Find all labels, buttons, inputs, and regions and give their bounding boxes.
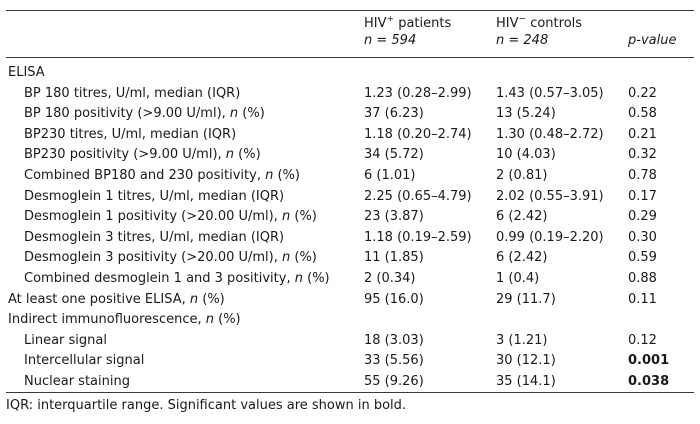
p-value: 0.11 <box>628 291 657 307</box>
top-rule <box>6 10 694 11</box>
hiv-positive-value: 55 (9.26) <box>364 374 424 389</box>
hiv-negative-value: 2.02 (0.55–3.91) <box>496 188 604 204</box>
row-label: Desmoglein 3 titres, U/ml, median (IQR) <box>24 229 285 245</box>
hiv-positive-value: 34 (5.72) <box>364 147 424 163</box>
p-value: 0.001 <box>628 353 670 369</box>
bottom-rule <box>6 392 694 393</box>
table-row: BP230 titres, U/ml, median (IQR) 1.18 (0.… <box>6 125 694 145</box>
row-label: BP230 positivity (>9.00 U/ml), n (%) <box>24 147 261 163</box>
hiv-positive-value: 2 (0.34) <box>364 271 416 286</box>
table-row: Desmoglein 1 positivity (>20.00 U/ml), n… <box>6 207 694 227</box>
p-value: 0.59 <box>628 250 657 266</box>
table-row: Intercellular signal 33 (5.56) 30 (12.1) 0.… <box>6 351 694 371</box>
row-label: Desmoglein 1 positivity (>20.00 U/ml), n… <box>24 209 317 225</box>
table-row: At least one positive ELISA, n (%) 95 (16… <box>6 290 694 310</box>
header-rule <box>6 57 694 58</box>
row-label: BP 180 positivity (>9.00 U/ml), n (%) <box>24 106 265 122</box>
hiv-negative-value: 6 (2.42) <box>496 250 548 266</box>
row-label: Desmoglein 1 titres, U/ml, median (IQR) <box>24 188 285 204</box>
row-label: BP230 titres, U/ml, median (IQR) <box>24 126 237 142</box>
pvalue-label: p-value <box>628 33 677 48</box>
hiv-negative-value: 1.30 (0.48–2.72) <box>496 126 604 142</box>
row-label: Indirect immunofluorescence, n (%) <box>8 312 241 328</box>
table-row: BP 180 positivity (>9.00 U/ml), n (%) 37 … <box>6 104 694 124</box>
hiv-positive-value: 1.18 (0.20–2.74) <box>364 126 472 142</box>
hiv-positive-value: 95 (16.0) <box>364 291 424 307</box>
hiv-negative-value: 30 (12.1) <box>496 353 556 369</box>
hiv-negative-value: 13 (5.24) <box>496 106 556 122</box>
table-row: BP230 positivity (>9.00 U/ml), n (%) 34 (… <box>6 145 694 165</box>
hiv-neg-label: HIV <box>496 16 519 31</box>
table-row: BP 180 titres, U/ml, median (IQR) 1.23 (0… <box>6 84 694 104</box>
table-row: Desmoglein 1 titres, U/ml, median (IQR) 2… <box>6 187 694 207</box>
table-row: Combined BP180 and 230 positivity, n (%)… <box>6 166 694 186</box>
hiv-positive-value: 33 (5.56) <box>364 353 424 369</box>
hiv-pos-label: HIV <box>364 16 387 31</box>
hiv-pos-n: n = 594 <box>364 33 417 48</box>
table-row: ELISA <box>6 63 694 83</box>
hiv-negative-value: 6 (2.42) <box>496 209 548 225</box>
hiv-positive-value: 6 (1.01) <box>364 168 416 183</box>
hiv-negative-value: 3 (1.21) <box>496 332 548 348</box>
row-label: Linear signal <box>24 332 107 348</box>
p-value: 0.29 <box>628 209 657 225</box>
hiv-neg-n: n = 248 <box>496 33 549 48</box>
row-label: Nuclear staining <box>24 374 130 389</box>
hiv-negative-value: 1.43 (0.57–3.05) <box>496 85 604 101</box>
hiv-positive-value: 23 (3.87) <box>364 209 424 225</box>
p-value: 0.21 <box>628 126 657 142</box>
header-hiv-positive: HIV+ patients n = 594 <box>364 15 451 49</box>
table-row: Indirect immunofluorescence, n (%) <box>6 310 694 330</box>
hiv-positive-value: 18 (3.03) <box>364 332 424 348</box>
hiv-negative-value: 2 (0.81) <box>496 168 548 183</box>
row-label: At least one positive ELISA, n (%) <box>8 291 225 307</box>
table-footnote: IQR: interquartile range. Significant va… <box>6 398 407 413</box>
p-value: 0.30 <box>628 229 657 245</box>
table-row: Nuclear staining 55 (9.26) 35 (14.1) 0.038 <box>6 372 694 392</box>
p-value: 0.17 <box>628 188 657 204</box>
header-pvalue: p-value <box>628 32 676 49</box>
p-value: 0.32 <box>628 147 657 163</box>
hiv-positive-value: 11 (1.85) <box>364 250 424 266</box>
hiv-negative-value: 10 (4.03) <box>496 147 556 163</box>
row-label: Desmoglein 3 positivity (>20.00 U/ml), n… <box>24 250 317 266</box>
hiv-negative-value: 0.99 (0.19–2.20) <box>496 229 604 245</box>
p-value: 0.22 <box>628 85 657 101</box>
p-value: 0.038 <box>628 374 670 389</box>
hiv-positive-value: 1.23 (0.28–2.99) <box>364 85 472 101</box>
hiv-pos-sup: + <box>386 14 395 25</box>
header-hiv-negative: HIV− controls n = 248 <box>496 15 582 49</box>
row-label: ELISA <box>8 65 45 80</box>
table-row: Desmoglein 3 positivity (>20.00 U/ml), n… <box>6 248 694 268</box>
table-row: Desmoglein 3 titres, U/ml, median (IQR) 1… <box>6 228 694 248</box>
hiv-negative-value: 35 (14.1) <box>496 374 556 389</box>
table-row: Linear signal 18 (3.03) 3 (1.21) 0.12 <box>6 331 694 351</box>
hiv-negative-value: 29 (11.7) <box>496 291 556 307</box>
hiv-neg-suffix: controls <box>526 16 583 31</box>
row-label: Combined desmoglein 1 and 3 positivity, … <box>24 271 330 286</box>
row-label: BP 180 titres, U/ml, median (IQR) <box>24 85 241 101</box>
p-value: 0.12 <box>628 332 657 348</box>
hiv-positive-value: 1.18 (0.19–2.59) <box>364 229 472 245</box>
table-row: Combined desmoglein 1 and 3 positivity, … <box>6 269 694 289</box>
row-label: Combined BP180 and 230 positivity, n (%) <box>24 168 300 183</box>
hiv-neg-sup: − <box>518 14 527 25</box>
p-value: 0.88 <box>628 271 657 286</box>
row-label: Intercellular signal <box>24 353 145 369</box>
p-value: 0.78 <box>628 168 657 183</box>
hiv-positive-value: 37 (6.23) <box>364 106 424 122</box>
hiv-negative-value: 1 (0.4) <box>496 271 540 286</box>
hiv-pos-suffix: patients <box>394 16 452 31</box>
hiv-positive-value: 2.25 (0.65–4.79) <box>364 188 472 204</box>
p-value: 0.58 <box>628 106 657 122</box>
